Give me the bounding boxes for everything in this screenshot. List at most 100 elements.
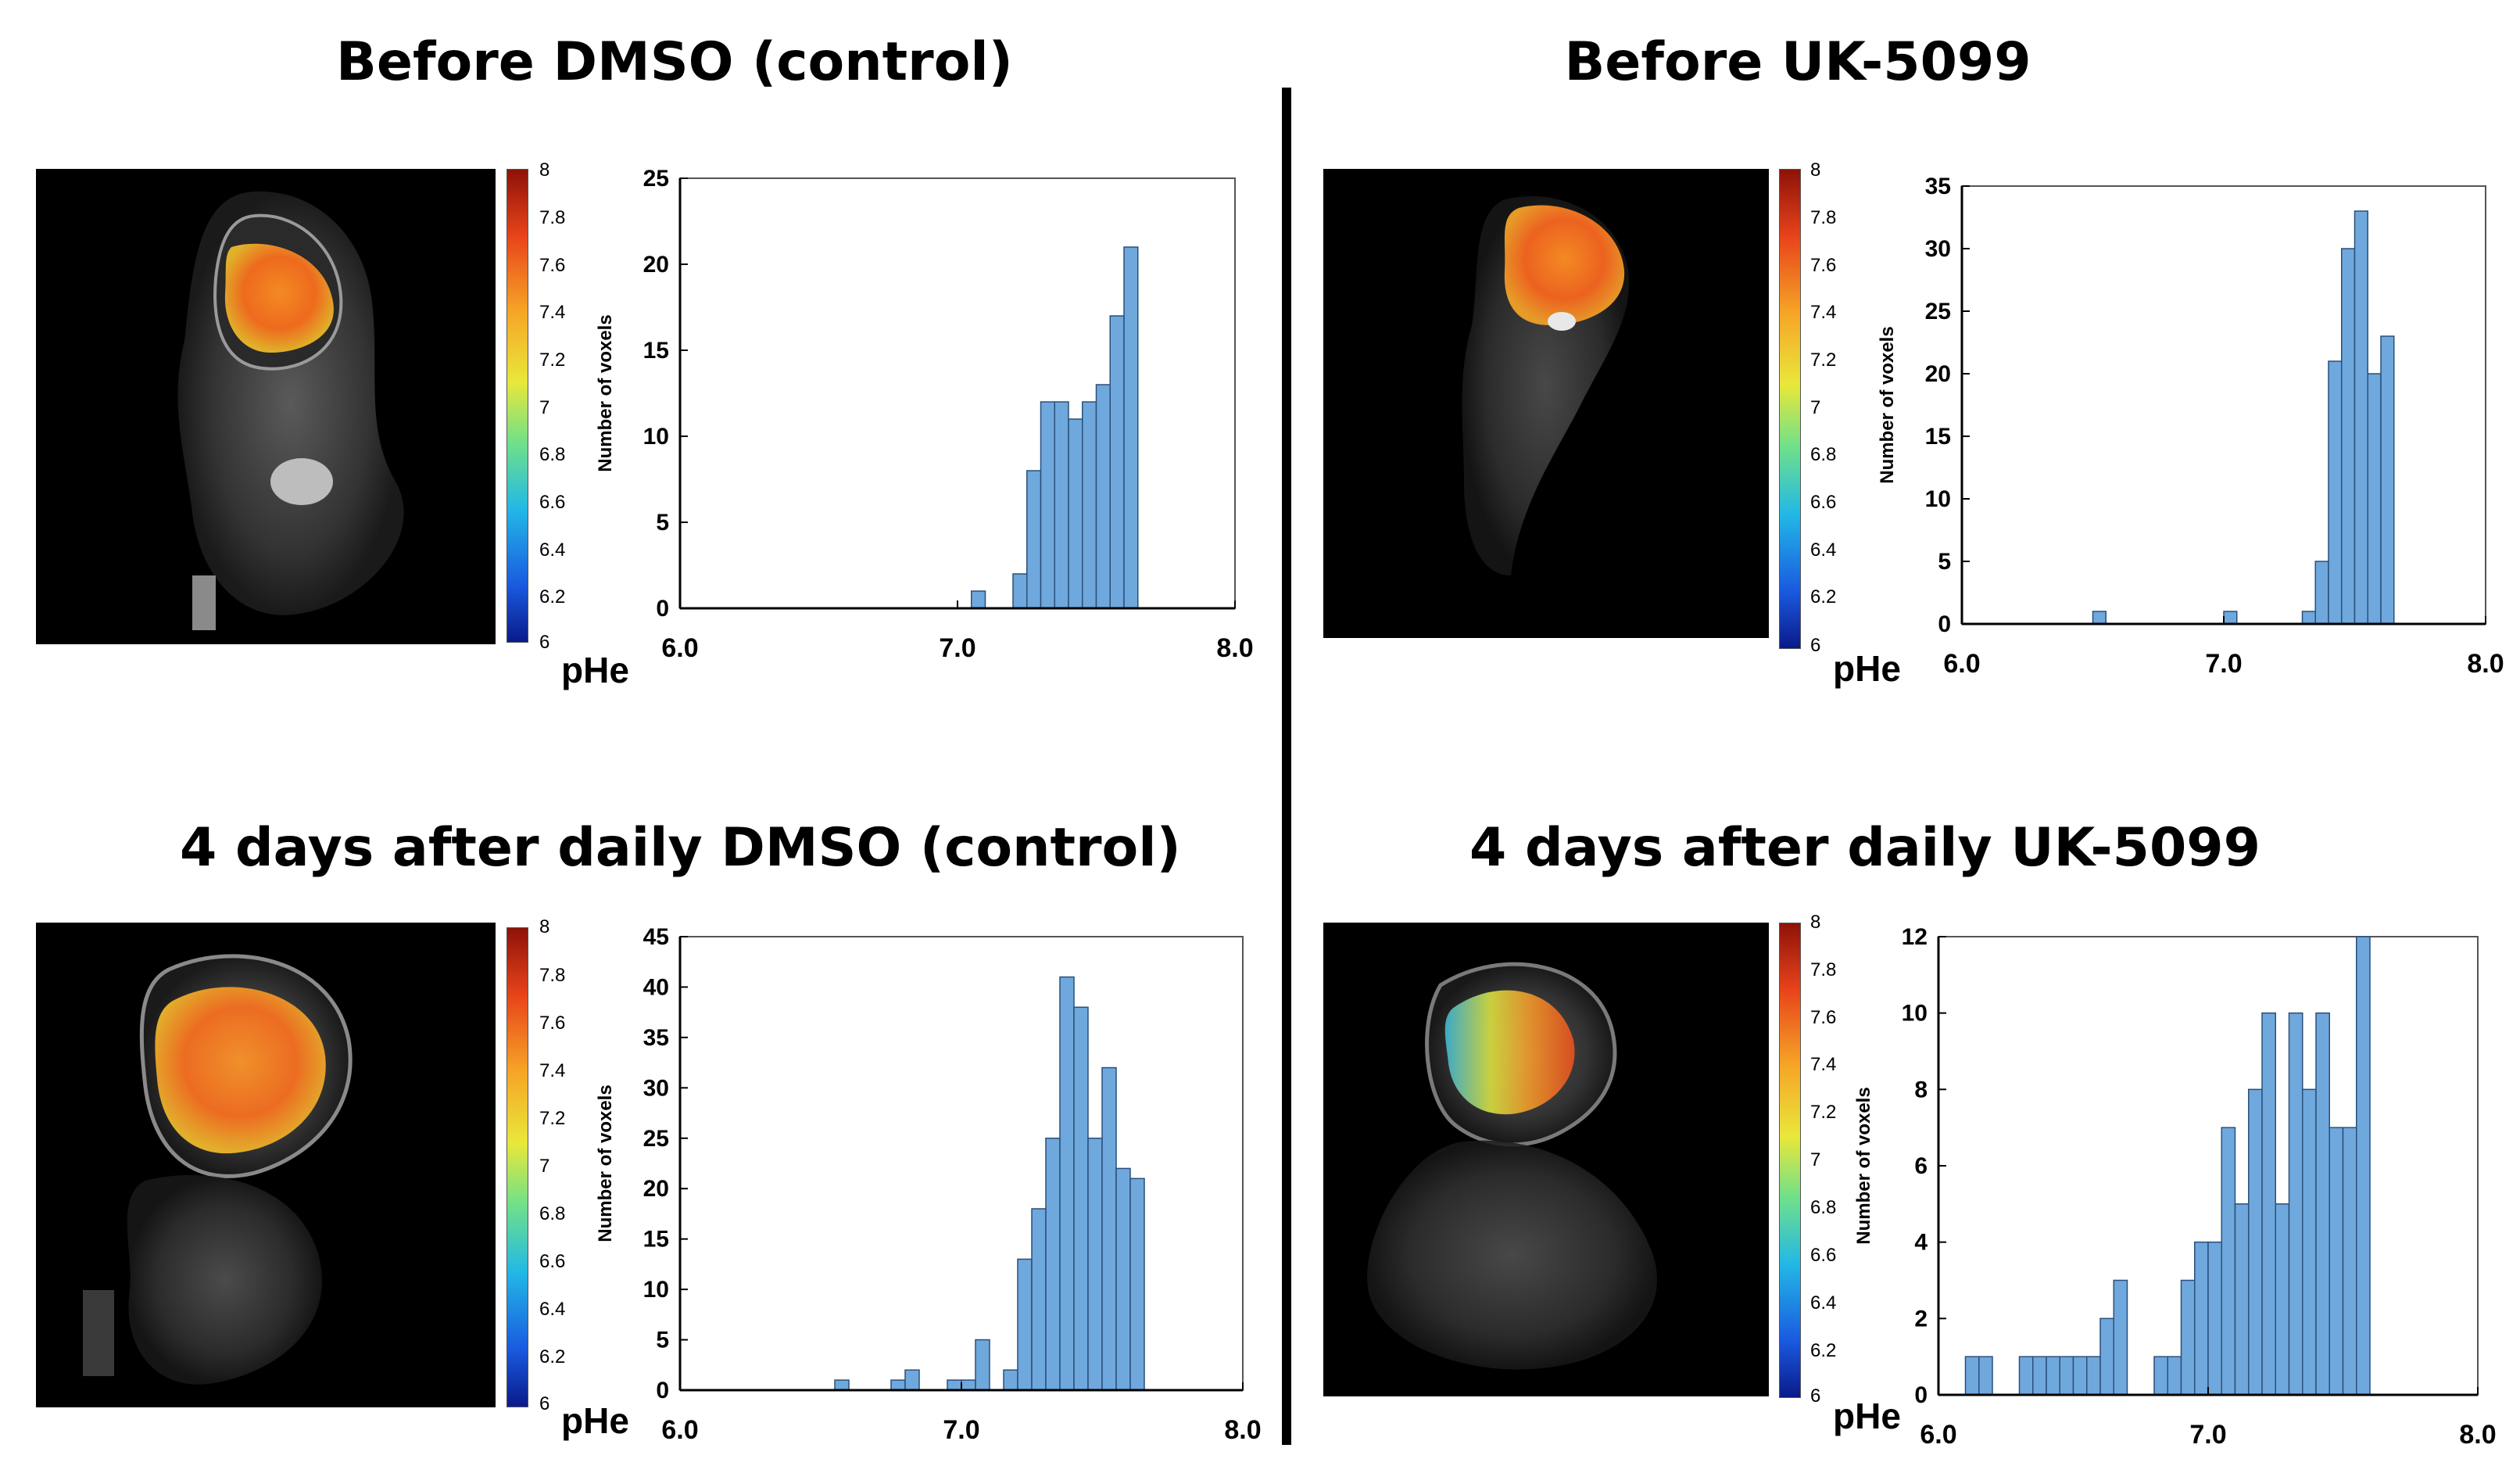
colorbar-tick: 7.2 bbox=[1810, 1102, 1837, 1123]
y-tick-label: 15 bbox=[1925, 424, 1951, 450]
colorbar-after-dmso bbox=[507, 927, 528, 1407]
histogram-bar bbox=[975, 1339, 990, 1391]
histogram-bar bbox=[1045, 1138, 1061, 1391]
colorbar-tick: 6.4 bbox=[1810, 1292, 1837, 1314]
histogram-bar bbox=[2342, 1127, 2357, 1396]
histogram-after-dmso: 0 5 10 15 20 25 30 35 40 45 6.0 7.0 8.0 Number of vox… bbox=[595, 924, 1262, 1445]
histogram-bar bbox=[834, 1379, 850, 1391]
histogram-bar bbox=[2234, 1203, 2250, 1396]
colorbar-tick: 6.8 bbox=[539, 1203, 566, 1224]
histogram-before-dmso: 0 5 10 15 20 25 6.0 7.0 8.0 Number of voxels bbox=[595, 166, 1254, 663]
histogram-bar bbox=[2032, 1356, 2047, 1396]
histogram-bar bbox=[1068, 418, 1083, 609]
histogram-bar bbox=[890, 1379, 906, 1391]
y-tick-label: 0 bbox=[1914, 1382, 1928, 1408]
x-tick-label: 6.0 bbox=[1920, 1420, 1956, 1450]
colorbar-tick: 6.2 bbox=[1810, 586, 1837, 608]
y-tick-label: 10 bbox=[643, 1277, 669, 1303]
histogram-bar bbox=[1040, 401, 1055, 609]
colorbar-tick: 6.4 bbox=[539, 539, 566, 561]
colorbar-tick: 6 bbox=[1810, 1385, 1821, 1407]
colorbar-tick: 7.6 bbox=[1810, 255, 1837, 276]
colorbar-tick: 7.6 bbox=[539, 255, 566, 276]
x-tick-label: 7.0 bbox=[943, 1415, 979, 1445]
histogram-bar bbox=[1012, 573, 1028, 609]
histogram-bar bbox=[2314, 561, 2329, 625]
histogram-bar bbox=[2315, 1012, 2330, 1396]
colorbar-after-uk5099 bbox=[1779, 923, 1801, 1398]
histogram-bar bbox=[2261, 1012, 2276, 1396]
histogram-bar bbox=[2072, 1356, 2088, 1396]
colorbar-tick: 7 bbox=[539, 1156, 550, 1177]
histogram-bar bbox=[1115, 1167, 1131, 1391]
colorbar-tick: 6.6 bbox=[539, 492, 566, 513]
panel-title-before-dmso: Before DMSO (control) bbox=[336, 31, 1013, 93]
histogram-bar bbox=[904, 1369, 920, 1391]
y-tick-label: 20 bbox=[643, 252, 669, 278]
y-tick-label: 20 bbox=[1925, 361, 1951, 387]
histogram-bar bbox=[2086, 1356, 2101, 1396]
histogram-bar bbox=[2275, 1203, 2290, 1396]
histogram-bar bbox=[2248, 1088, 2263, 1396]
panel-title-after-dmso: 4 days after daily DMSO (control) bbox=[180, 817, 1181, 879]
colorbar-tick: 6.2 bbox=[539, 1346, 566, 1367]
colorbar-tick: 6.6 bbox=[539, 1251, 566, 1272]
histogram-bar bbox=[2367, 373, 2382, 625]
mri-image-after-uk5099 bbox=[1323, 923, 1769, 1396]
colorbar-tick: 6 bbox=[1810, 635, 1821, 656]
x-tick-label: 7.0 bbox=[2205, 649, 2242, 679]
colorbar-tick: 6.2 bbox=[1810, 1340, 1837, 1361]
histogram-bar bbox=[2153, 1356, 2168, 1396]
colorbar-tick: 8 bbox=[539, 916, 550, 937]
colorbar-tick: 8 bbox=[1810, 160, 1821, 181]
y-tick-label: 5 bbox=[656, 510, 669, 536]
colorbar-before-uk5099 bbox=[1779, 169, 1801, 649]
mri-image-before-dmso bbox=[36, 169, 496, 644]
histogram-bar bbox=[1978, 1356, 1993, 1396]
histogram-bar bbox=[2301, 611, 2316, 625]
y-tick-label: 10 bbox=[1925, 486, 1951, 512]
histogram-bar bbox=[1059, 976, 1075, 1391]
histogram-bar bbox=[2223, 611, 2238, 625]
y-tick-label: 25 bbox=[643, 166, 669, 192]
y-tick-label: 12 bbox=[1902, 924, 1928, 950]
y-tick-label: 5 bbox=[1938, 549, 1951, 575]
colorbar-tick: 7 bbox=[539, 397, 550, 418]
colorbar-tick: 7.8 bbox=[1810, 207, 1837, 228]
histogram-bar bbox=[2046, 1356, 2060, 1396]
y-tick-label: 30 bbox=[643, 1075, 669, 1101]
histogram-bar bbox=[1101, 1066, 1117, 1391]
plot-frame bbox=[1961, 185, 2486, 625]
colorbar-tick: 7 bbox=[1810, 1149, 1821, 1170]
y-tick-label: 40 bbox=[643, 974, 669, 1000]
colorbar-tick: 6.8 bbox=[1810, 444, 1837, 465]
colorbar-tick: 6.8 bbox=[539, 444, 566, 465]
x-tick-label: 6.0 bbox=[661, 1415, 698, 1445]
histogram-bar bbox=[2180, 1279, 2196, 1396]
histogram-bar bbox=[1082, 401, 1097, 609]
vertical-divider bbox=[1282, 88, 1291, 1445]
colorbar-label-after-dmso: pHe bbox=[561, 1400, 629, 1441]
y-tick-label: 35 bbox=[643, 1025, 669, 1051]
colorbar-tick: 7.4 bbox=[1810, 302, 1837, 323]
y-axis-label: Number of voxels bbox=[595, 1084, 616, 1242]
plot-frame bbox=[679, 177, 1236, 609]
histogram-bar bbox=[2328, 1127, 2344, 1396]
x-tick-label: 7.0 bbox=[2189, 1420, 2226, 1450]
colorbar-before-dmso bbox=[507, 169, 528, 643]
x-tick-label: 6.0 bbox=[661, 633, 698, 663]
histogram-bar bbox=[2302, 1088, 2317, 1396]
plot-frame bbox=[679, 936, 1244, 1391]
colorbar-tick: 7.4 bbox=[539, 302, 566, 323]
y-tick-label: 30 bbox=[1925, 236, 1951, 262]
histogram-bar bbox=[2356, 936, 2371, 1396]
colorbar-tick: 7.6 bbox=[539, 1013, 566, 1034]
mri-image-before-uk5099 bbox=[1323, 169, 1769, 638]
colorbar-tick: 6 bbox=[539, 1393, 550, 1414]
y-tick-label: 2 bbox=[1914, 1306, 1928, 1332]
y-tick-label: 0 bbox=[656, 1378, 669, 1403]
colorbar-tick: 6 bbox=[539, 632, 550, 653]
y-tick-label: 20 bbox=[643, 1176, 669, 1202]
colorbar-tick: 7.8 bbox=[539, 965, 566, 986]
colorbar-tick: 6.4 bbox=[1810, 539, 1837, 561]
